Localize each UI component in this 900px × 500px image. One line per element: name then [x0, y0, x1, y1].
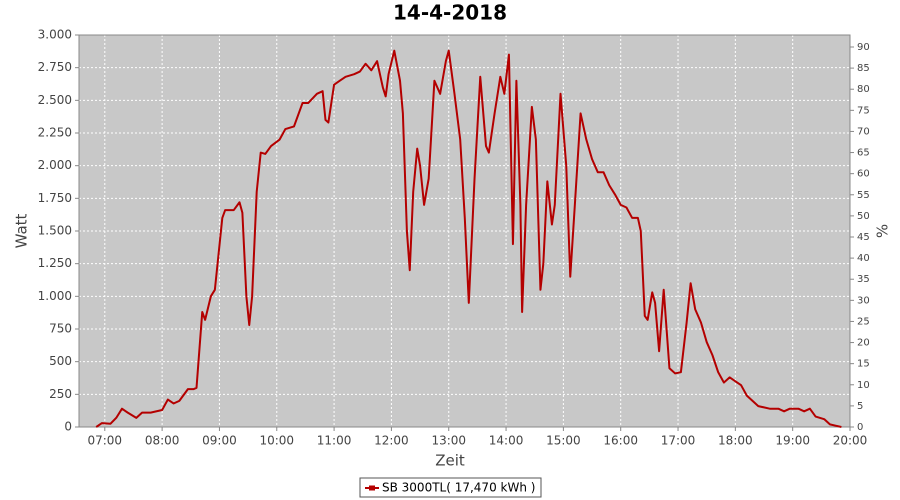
x-tick-label: 15:00 [546, 434, 581, 448]
x-tick-label: 19:00 [775, 434, 810, 448]
plot-border [78, 34, 851, 428]
y-axis-label: Watt [13, 213, 31, 248]
y-tick-label: 1.750 [38, 191, 72, 205]
x-tick-label: 10:00 [259, 434, 294, 448]
y2-tick-label: 80 [857, 84, 870, 95]
series-line [95, 49, 842, 428]
y2-tick-label: 85 [857, 63, 870, 74]
y2-tick-label: 65 [857, 148, 870, 159]
y2-tick-label: 10 [857, 380, 870, 391]
y-tick-label: 0 [64, 420, 72, 434]
x-axis-label: Zeit [435, 452, 465, 470]
legend-marker [369, 485, 375, 491]
y-tick-label: 500 [49, 354, 72, 368]
y2-tick-label: 70 [857, 126, 870, 137]
y2-tick-label: 40 [857, 253, 870, 264]
y2-tick-label: 15 [857, 359, 870, 370]
x-tick-label: 20:00 [833, 434, 868, 448]
x-tick-label: 17:00 [661, 434, 696, 448]
y2-tick-label: 5 [857, 401, 863, 412]
y2-tick-label: 20 [857, 338, 870, 349]
x-tick-label: 07:00 [87, 434, 122, 448]
legend-box [359, 477, 542, 498]
y2-tick-label: 55 [857, 190, 870, 201]
x-tick-label: 11:00 [317, 434, 352, 448]
y2-tick-label: 30 [857, 295, 870, 306]
x-tick-label: 13:00 [431, 434, 466, 448]
chart-title: 14-4-2018 [393, 1, 507, 25]
y-tick-label: 1.250 [38, 256, 72, 270]
y2-tick-label: 50 [857, 211, 870, 222]
x-tick-label: 08:00 [145, 434, 180, 448]
y2-tick-label: 60 [857, 169, 870, 180]
y2-tick-label: 35 [857, 274, 870, 285]
y2-tick-label: 0 [857, 422, 863, 433]
y2-axis-label: % [874, 224, 892, 238]
x-tick-label: 14:00 [489, 434, 524, 448]
x-tick-label: 12:00 [374, 434, 409, 448]
y-tick-label: 750 [49, 322, 72, 336]
y2-tick-label: 90 [857, 42, 870, 53]
x-tick-label: 09:00 [202, 434, 237, 448]
y-tick-label: 2.500 [38, 93, 72, 107]
x-tick-label: 18:00 [718, 434, 753, 448]
y-tick-label: 3.000 [38, 28, 72, 42]
y-tick-label: 1.000 [38, 289, 72, 303]
x-tick-label: 16:00 [603, 434, 638, 448]
legend-label: SB 3000TL( 17,470 kWh ) [382, 481, 535, 495]
y-tick-label: 2.000 [38, 158, 72, 172]
y2-tick-label: 45 [857, 232, 870, 243]
y-tick-label: 2.250 [38, 126, 72, 140]
y-tick-label: 2.750 [38, 60, 72, 74]
y2-tick-label: 25 [857, 316, 870, 327]
y-tick-label: 1.500 [38, 224, 72, 238]
y2-tick-label: 75 [857, 105, 870, 116]
y-tick-label: 250 [49, 387, 72, 401]
